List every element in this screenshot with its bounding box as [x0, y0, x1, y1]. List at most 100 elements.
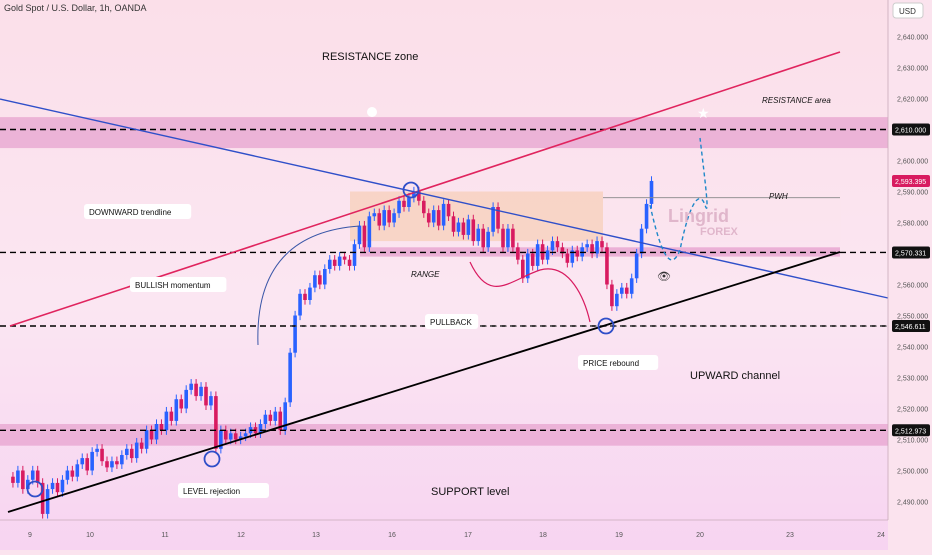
candle-body [545, 250, 550, 260]
candle-body [521, 259, 525, 279]
candle-body [471, 219, 476, 242]
level-tag-box-4 [892, 424, 930, 437]
plot-area [0, 0, 888, 550]
x-tick-label: 16 [388, 532, 396, 539]
level-rejection-label: LEVEL rejection [183, 487, 240, 496]
candle-body [204, 386, 208, 406]
candle-body [75, 464, 80, 477]
currency-label: USD [899, 7, 916, 16]
candle-body [323, 269, 327, 285]
candle-body [174, 399, 179, 421]
candle-body [238, 436, 243, 440]
candle-body [40, 482, 45, 514]
candle-body [283, 402, 287, 431]
candle-body [590, 244, 594, 254]
candle-body [476, 228, 481, 242]
candle-body [209, 396, 213, 406]
candle-body [481, 228, 485, 248]
candle-body [615, 293, 619, 307]
y-tick-label: 2,540.000 [897, 345, 928, 352]
candle-body [347, 259, 352, 266]
candle-body [258, 424, 263, 434]
candle-body [600, 241, 604, 248]
candle-body [441, 203, 446, 226]
y-tick-label: 2,590.000 [897, 190, 928, 197]
candle-body [550, 241, 555, 251]
pivot-circle-2 [402, 181, 420, 199]
candle-body [595, 241, 599, 254]
x-tick-label: 18 [539, 532, 547, 539]
currency-box [892, 2, 924, 19]
candle-body [634, 253, 639, 279]
candle-body [397, 200, 401, 214]
candle-body [263, 414, 268, 424]
upward-channel-line [7, 251, 841, 513]
candle-body [100, 448, 104, 462]
candle-body [570, 250, 575, 263]
chart-title: Gold Spot / U.S. Dollar, 1h, OANDA [4, 3, 147, 13]
candle-body [110, 461, 114, 468]
star-icon: ★ [697, 105, 710, 121]
candle-body [154, 424, 159, 440]
resistance-band [0, 117, 888, 149]
candle-body [199, 386, 203, 397]
pivot-circle-3 [597, 317, 615, 335]
momentum-arrow [257, 225, 361, 346]
bullish-momentum-label-box [130, 277, 227, 292]
candle-body [426, 213, 431, 223]
candle-body [70, 470, 75, 477]
downward-trendline [0, 98, 889, 299]
pullback-arrow [469, 261, 591, 323]
candle-body [129, 448, 134, 459]
candle-body [159, 424, 164, 431]
y-tick-label: 2,620.000 [897, 97, 928, 104]
candle-body [214, 396, 218, 449]
x-tick-label: 13 [312, 532, 320, 539]
candle-body [362, 225, 367, 248]
pwh-label: PWH [769, 192, 788, 201]
watermark-lingrid: Lingrid [668, 206, 729, 226]
candle-body [144, 430, 149, 449]
candle-body [303, 293, 307, 300]
candle-body [377, 213, 382, 226]
level-tag-box-2 [892, 246, 930, 259]
x-tick-label: 23 [786, 532, 794, 539]
candle-body [189, 383, 193, 390]
downward-trendline-label-box [84, 204, 192, 219]
candle-body [560, 247, 565, 254]
candle-body [357, 225, 362, 245]
projection-path [649, 137, 708, 261]
candle-body [644, 203, 649, 229]
y-tick-label: 2,560.000 [897, 283, 928, 290]
level-tag: 2,570.331 [895, 250, 926, 257]
candle-body [486, 231, 490, 248]
candle-body [233, 433, 238, 440]
candle-body [105, 461, 109, 468]
y-tick-label: 2,580.000 [897, 221, 928, 228]
candle-body [402, 200, 406, 207]
support-level-label: SUPPORT level [431, 486, 509, 498]
candle-body [501, 228, 505, 248]
level-tag-box-1 [892, 174, 930, 187]
level-tag-box-0 [892, 123, 930, 136]
price-axis-bg [888, 0, 932, 550]
candle-body [26, 479, 30, 490]
resistance-area-label: RESISTANCE area [762, 96, 831, 105]
x-tick-label: 9 [28, 532, 32, 539]
down-arrow-icon [367, 107, 377, 117]
bullish-momentum-label: BULLISH momentum [135, 281, 211, 290]
candle-body [224, 430, 228, 440]
eye-icon: 👁 [657, 271, 671, 283]
candle-body [461, 222, 466, 235]
candle-body [318, 275, 322, 285]
price-rebound-label-box [578, 355, 659, 370]
candle-body [451, 216, 456, 232]
y-tick-label: 2,530.000 [897, 376, 928, 383]
x-tick-label: 12 [237, 532, 245, 539]
candle-body [243, 433, 248, 437]
candle-body [268, 414, 273, 421]
level-tag: 2,593.395 [895, 179, 926, 186]
y-tick-label: 2,630.000 [897, 66, 928, 73]
